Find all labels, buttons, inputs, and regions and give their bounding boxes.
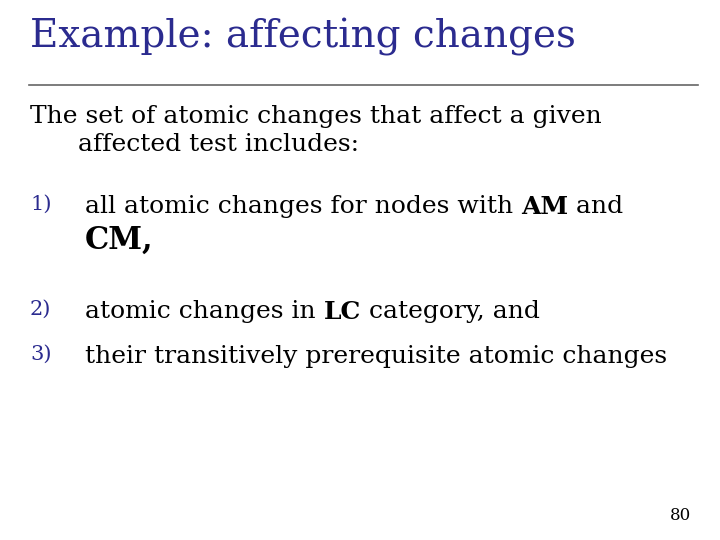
Text: 3): 3) <box>30 345 52 364</box>
Text: Example: affecting changes: Example: affecting changes <box>30 18 576 56</box>
Text: their transitively prerequisite atomic changes: their transitively prerequisite atomic c… <box>85 345 667 368</box>
Text: CM,: CM, <box>85 225 153 256</box>
Text: The set of atomic changes that affect a given: The set of atomic changes that affect a … <box>30 105 602 128</box>
Text: LC: LC <box>323 300 361 324</box>
Text: atomic changes in: atomic changes in <box>85 300 323 323</box>
Text: all atomic changes for nodes with: all atomic changes for nodes with <box>85 195 521 218</box>
Text: affected test includes:: affected test includes: <box>30 133 359 156</box>
Text: 2): 2) <box>30 300 51 319</box>
Text: and: and <box>568 195 624 218</box>
Text: category, and: category, and <box>361 300 540 323</box>
Text: 80: 80 <box>670 507 691 524</box>
Text: AM: AM <box>521 195 568 219</box>
Text: 1): 1) <box>30 195 52 214</box>
